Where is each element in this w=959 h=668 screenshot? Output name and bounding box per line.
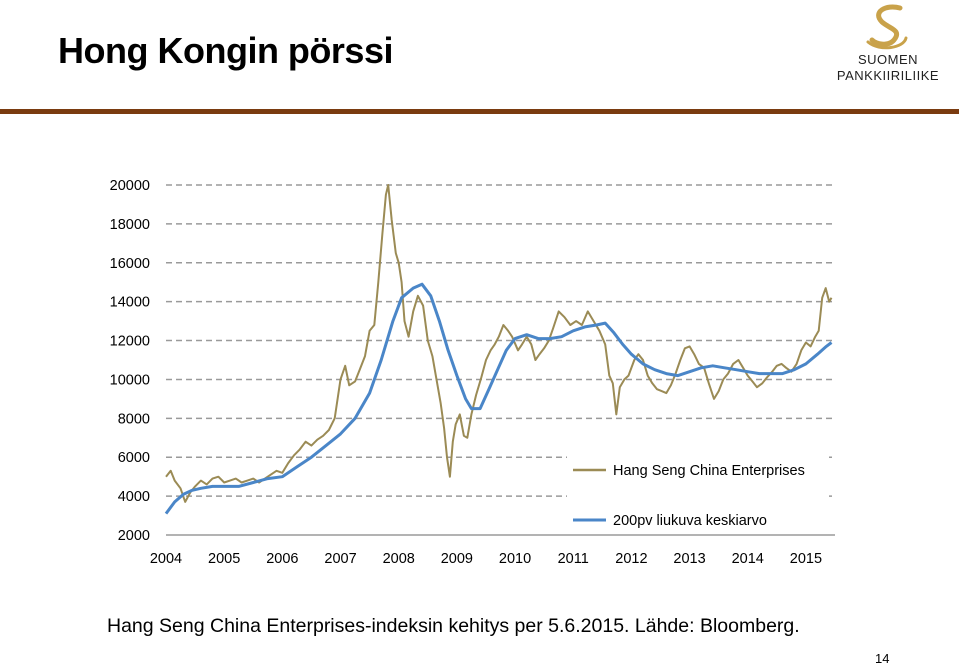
- x-tick-label: 2010: [499, 551, 531, 567]
- logo-line-1: SUOMEN: [857, 52, 919, 67]
- x-tick-label: 2012: [615, 551, 647, 567]
- page-number: 14: [875, 651, 890, 666]
- series-line-200d-ma: [164, 282, 833, 515]
- y-tick-label: 14000: [110, 295, 150, 311]
- x-tick-label: 2014: [732, 551, 764, 567]
- x-tick-label: 2008: [383, 551, 415, 567]
- y-tick-labels: 2000 4000 6000 8000 10000 12000 14000 16000 1800…: [110, 178, 150, 544]
- legend-box: [567, 450, 829, 534]
- y-tick-label: 10000: [110, 372, 150, 388]
- y-tick-label: 4000: [118, 489, 150, 505]
- y-tick-label: 20000: [110, 178, 150, 194]
- header-rule: [0, 109, 959, 114]
- x-tick-label: 2004: [150, 551, 182, 567]
- x-tick-label: 2006: [266, 551, 298, 567]
- x-tick-label: 2005: [208, 551, 240, 567]
- x-tick-label: 2007: [324, 551, 356, 567]
- x-tick-label: 2013: [673, 551, 705, 567]
- y-tick-label: 6000: [118, 450, 150, 466]
- series-lines: [164, 184, 833, 515]
- x-tick-labels: 2004 2005 2006 2007 2008 2009 2010 2011 2012 2013…: [150, 551, 822, 567]
- legend-label: Hang Seng China Enterprises: [613, 463, 805, 479]
- slide-title: Hong Kongin pörssi: [58, 30, 393, 71]
- logo-line-2: PANKKIIRILIIKE: [836, 68, 940, 83]
- grid-lines: [166, 184, 835, 536]
- chart-caption: Hang Seng China Enterprises-indeksin keh…: [107, 615, 800, 637]
- legend: Hang Seng China Enterprises 200pv liukuva…: [567, 450, 829, 534]
- y-tick-label: 18000: [110, 217, 150, 233]
- y-tick-label: 12000: [110, 334, 150, 350]
- y-tick-label: 16000: [110, 256, 150, 272]
- legend-label: 200pv liukuva keskiarvo: [613, 513, 767, 529]
- y-tick-label: 2000: [118, 528, 150, 544]
- x-tick-label: 2011: [558, 551, 589, 567]
- s-swoosh-logo-icon: [866, 4, 908, 50]
- y-tick-label: 8000: [118, 411, 150, 427]
- series-line-hscei: [165, 184, 833, 503]
- x-tick-label: 2015: [790, 551, 822, 567]
- suomen-pankkiiriliike-logo: [866, 4, 908, 50]
- x-tick-label: 2009: [441, 551, 473, 567]
